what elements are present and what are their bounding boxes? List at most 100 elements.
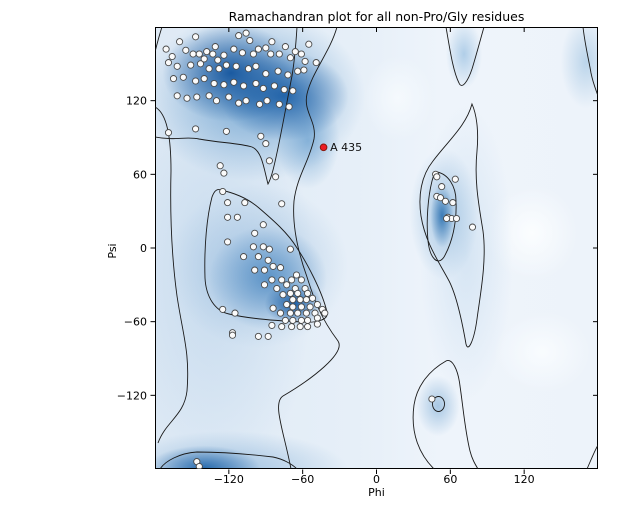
residue-point (269, 304, 277, 312)
residue-point (242, 97, 250, 105)
residue-point (275, 50, 283, 58)
residue-point (210, 79, 218, 88)
residue-point (468, 223, 477, 231)
residue-point (289, 316, 297, 324)
residue-point (294, 309, 302, 317)
tick-label: 0 (140, 242, 147, 255)
residue-point (257, 132, 265, 140)
residue-point (209, 50, 217, 58)
residue-point (205, 65, 213, 73)
residue-point (313, 300, 321, 309)
residue-point (269, 262, 277, 270)
residue-point (244, 65, 253, 73)
residue-point (305, 40, 313, 48)
tick-label: 0 (373, 473, 380, 486)
residue-point (297, 276, 305, 284)
residue-point (270, 82, 278, 90)
residue-point (220, 81, 228, 89)
residue-point (262, 44, 270, 52)
residue-point (241, 199, 249, 207)
residue-point (433, 173, 441, 181)
residue-point (264, 256, 272, 264)
residue-point (304, 323, 312, 331)
residue-point (302, 309, 310, 317)
contour-inner-beta (155, 27, 298, 186)
residue-point (230, 78, 238, 86)
residue-point (292, 271, 301, 279)
residue-point (286, 54, 294, 62)
residue-point (278, 276, 286, 284)
residue-point (235, 32, 243, 40)
residue-point (288, 323, 296, 331)
residue-point (249, 243, 257, 251)
x-axis-label: Phi (368, 486, 385, 499)
plot-title: Ramachandran plot for all non-Pro/Gly re… (228, 9, 525, 24)
residue-point (222, 61, 230, 69)
residue-point (216, 162, 224, 170)
residue-point (304, 289, 312, 297)
tick-label: 120 (514, 473, 535, 486)
residue-point (259, 221, 267, 229)
residue-point (187, 61, 195, 69)
residue-point (251, 229, 259, 237)
contour-bottom-band (159, 451, 298, 469)
residue-point (168, 52, 176, 61)
plot-area (155, 27, 598, 469)
residue-point (240, 82, 248, 90)
residue-point (264, 332, 272, 340)
residue-point (291, 48, 299, 56)
residue-point (313, 314, 321, 322)
residue-point (235, 99, 243, 107)
residue-point (297, 50, 305, 58)
residue-point (288, 276, 296, 284)
residue-point (272, 173, 280, 181)
residue-point (262, 70, 270, 78)
residue-point (224, 213, 232, 221)
residue-point (300, 66, 308, 74)
y-axis-label: Psi (106, 243, 119, 259)
residue-point (286, 289, 294, 297)
contour-bottom-right-inner-circle (432, 396, 445, 412)
residue-point (260, 266, 269, 274)
residue-point (267, 50, 275, 58)
residue-point (228, 331, 237, 339)
residue-point (254, 253, 262, 261)
residue-point (251, 266, 259, 274)
residue-point (276, 309, 285, 317)
residue-point (274, 67, 282, 75)
residue-point (306, 303, 314, 311)
residue-point (214, 56, 222, 64)
contour-inner-alpha (204, 189, 328, 323)
residue-point (259, 84, 267, 92)
residue-point (238, 49, 246, 57)
contour-top-lobe (445, 27, 485, 86)
residue-point (233, 213, 241, 221)
residue-point (294, 289, 302, 297)
residue-point (176, 38, 184, 46)
residue-point (224, 238, 232, 246)
residue-point (262, 140, 270, 148)
residue-point (173, 92, 181, 100)
residue-point (452, 214, 461, 223)
tick-labels: −120 −60 0 60 120 120 60 0 −60 −120 (117, 95, 535, 486)
residue-point (249, 50, 257, 58)
residue-point (451, 175, 459, 183)
residue-point (225, 93, 233, 101)
residue-point (321, 309, 329, 317)
residue-point (280, 86, 288, 94)
residue-point (281, 316, 289, 324)
residue-point (232, 62, 240, 70)
tick-label: 60 (443, 473, 457, 486)
residue-point (256, 100, 264, 108)
residue-point (289, 87, 297, 95)
residue-point (254, 332, 262, 340)
residue-point (265, 157, 273, 165)
residue-point (205, 92, 213, 100)
residue-point (289, 303, 297, 311)
residue-point (224, 199, 232, 207)
residue-point (215, 65, 223, 73)
residue-point (195, 462, 203, 469)
residue-point (162, 45, 170, 53)
residue-point (273, 284, 281, 293)
